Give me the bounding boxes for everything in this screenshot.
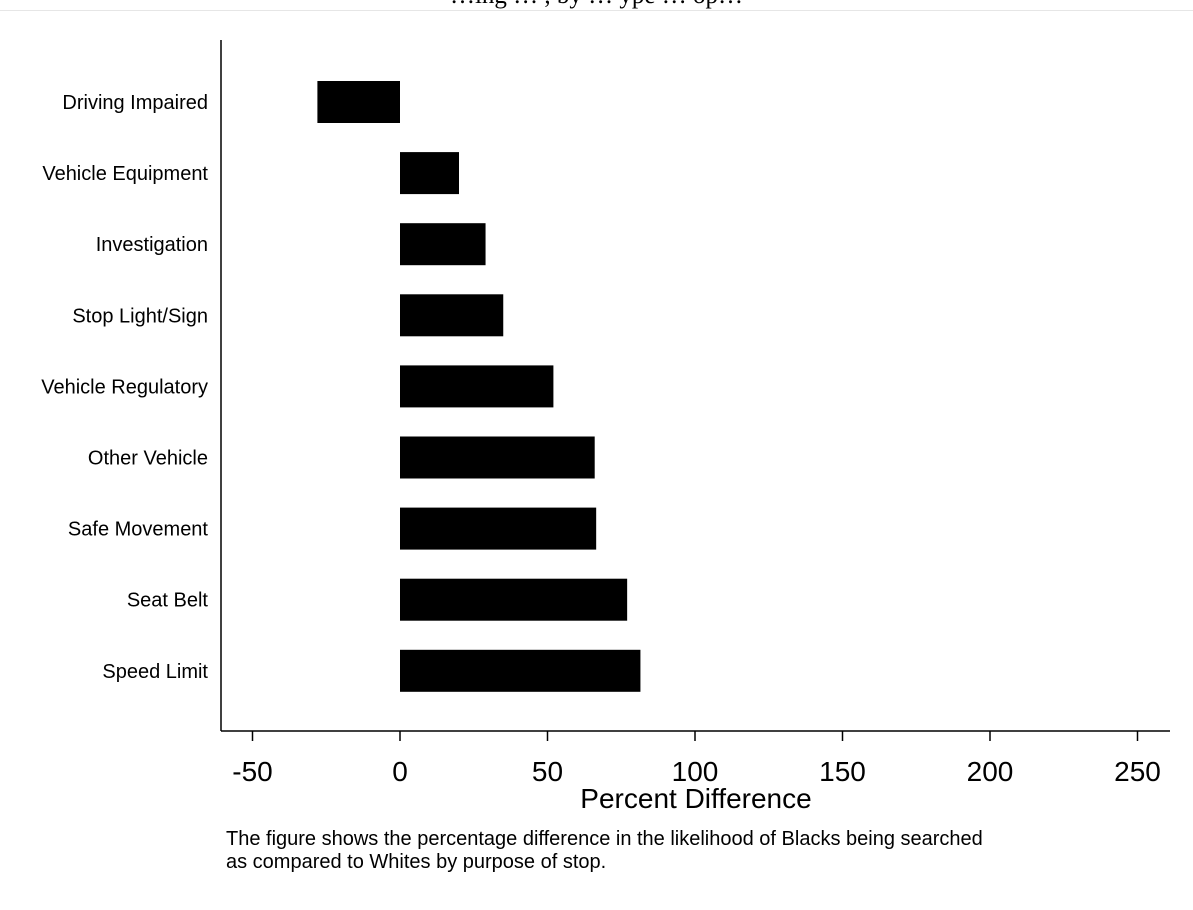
figure-note-line-2: as compared to Whites by purpose of stop…: [226, 851, 607, 873]
bar-vehicle-regulatory: [400, 365, 554, 408]
category-label: Investigation: [96, 234, 208, 256]
chart-title-clipped: …ing … , by … ype … op…: [0, 0, 1193, 11]
bar-stop-light-sign: [400, 294, 504, 337]
bar-other-vehicle: [400, 436, 595, 479]
category-label: Stop Light/Sign: [72, 305, 208, 327]
x-ticks-group: -50 0 50 100 150 200 250: [232, 731, 1161, 787]
x-tick-label: 250: [1114, 756, 1161, 787]
chart-title: …ing … , by … ype … op…: [0, 0, 1193, 10]
category-label: Driving Impaired: [62, 92, 208, 114]
x-tick-label: 50: [532, 756, 563, 787]
category-label: Vehicle Equipment: [42, 163, 208, 185]
x-tick-label: 200: [967, 756, 1014, 787]
bar-investigation: [400, 223, 486, 266]
bar-driving-impaired: [317, 81, 400, 123]
category-label: Seat Belt: [127, 590, 209, 612]
figure-note: The figure shows the percentage differen…: [226, 828, 1126, 874]
bar-seat-belt: [400, 578, 628, 621]
bar-vehicle-equipment: [400, 152, 459, 195]
category-label: Speed Limit: [102, 661, 208, 683]
x-tick-label: 150: [819, 756, 866, 787]
x-axis-title: Percent Difference: [580, 783, 811, 814]
bar-safe-movement: [400, 507, 597, 550]
category-label: Other Vehicle: [88, 448, 208, 470]
x-tick-label: 0: [392, 756, 408, 787]
category-label: Vehicle Regulatory: [41, 376, 208, 398]
bar-speed-limit: [400, 649, 641, 692]
figure-note-line-1: The figure shows the percentage differen…: [226, 828, 983, 850]
x-tick-label: -50: [232, 756, 272, 787]
category-label: Safe Movement: [68, 519, 209, 541]
x-tick-label: 100: [672, 756, 719, 787]
bars-group: [317, 81, 641, 692]
category-labels-group: Driving Impaired Vehicle Equipment Investi…: [41, 92, 208, 683]
